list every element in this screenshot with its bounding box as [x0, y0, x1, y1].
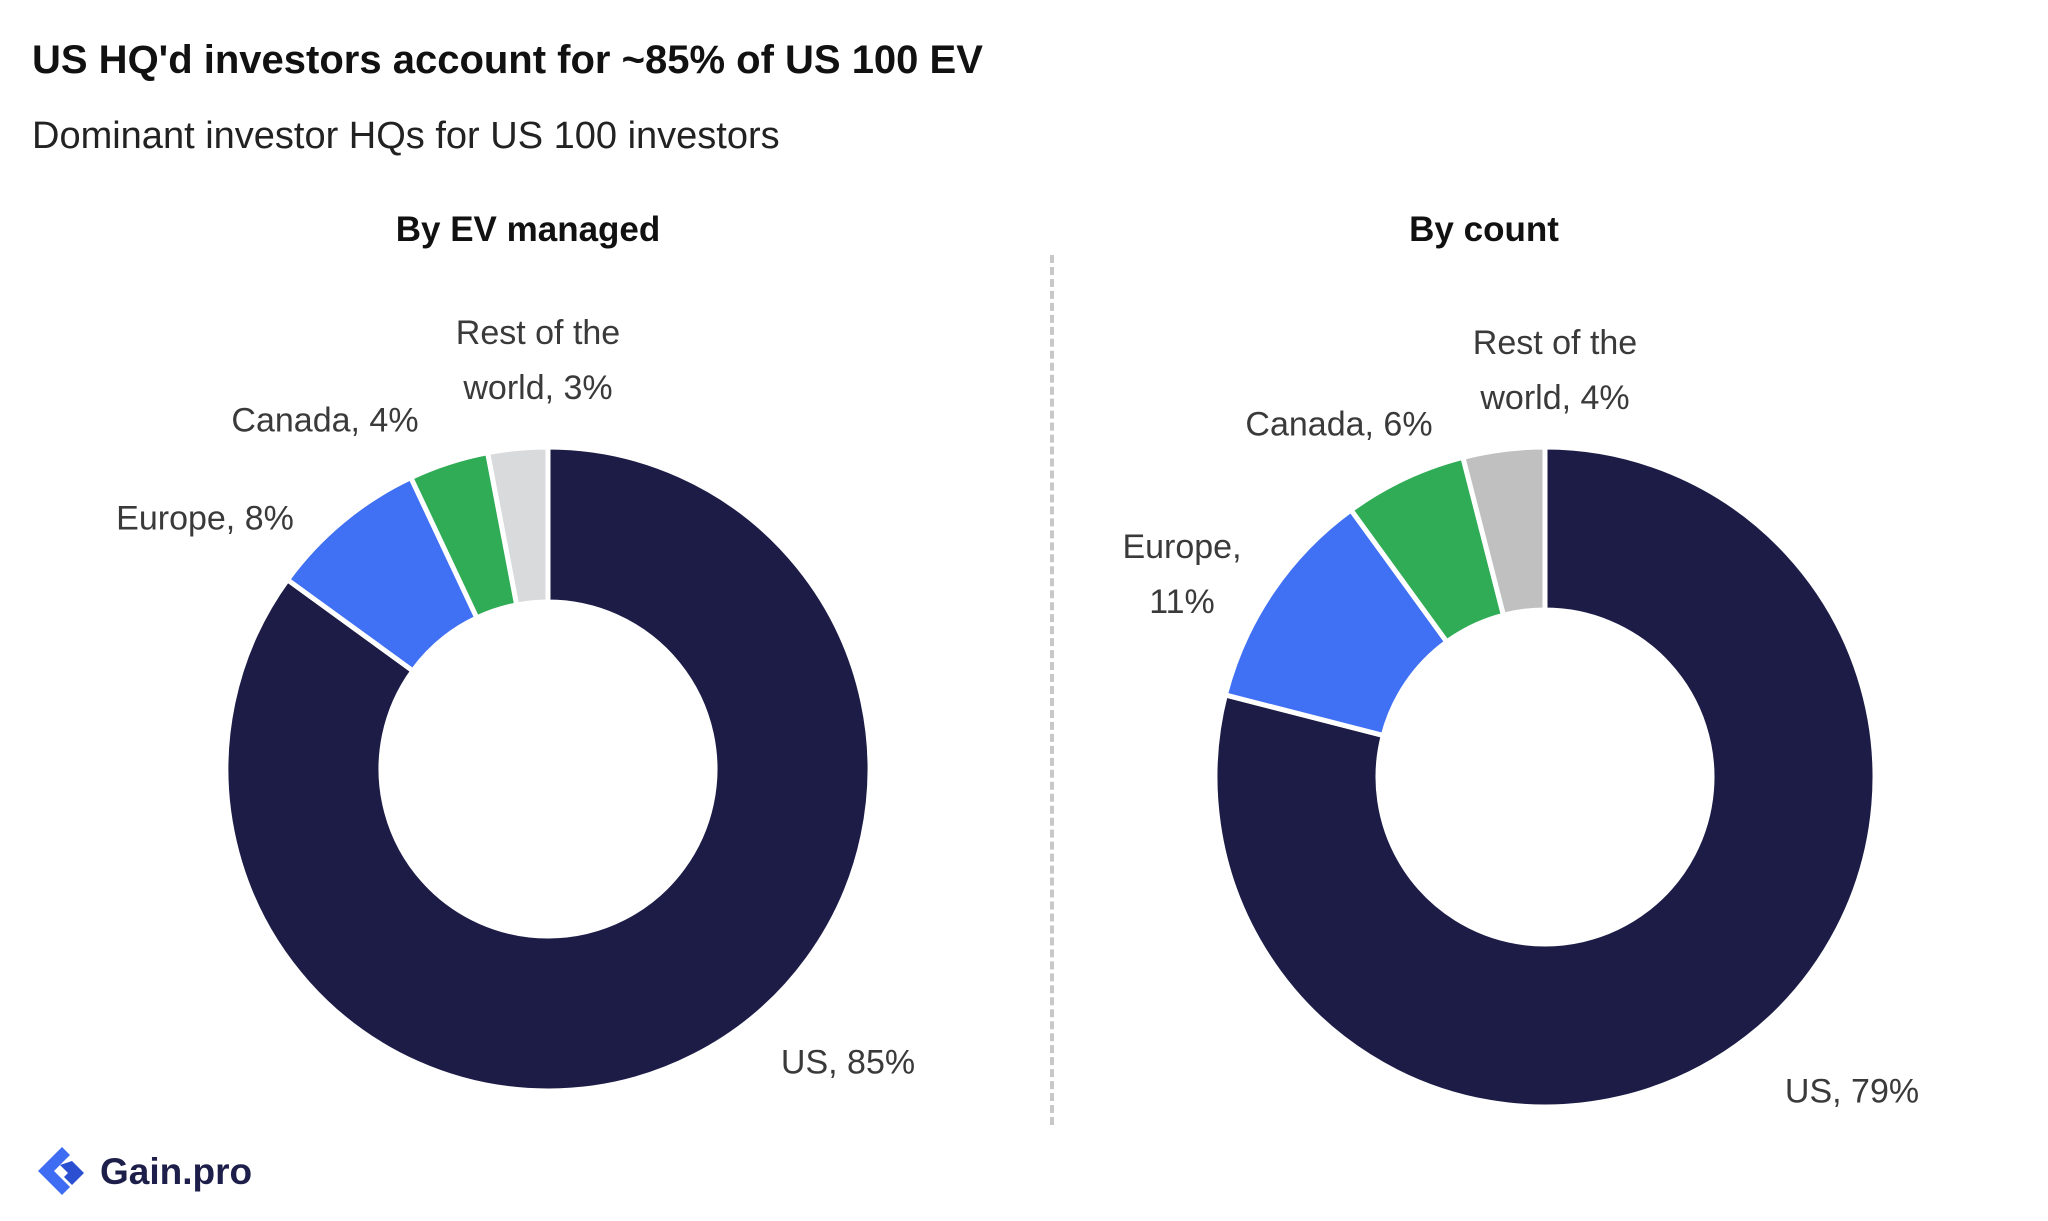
- slice-label-line: Europe,: [1122, 528, 1242, 566]
- gain-logo-icon: [38, 1147, 84, 1195]
- slice-us: [223, 444, 873, 1094]
- slice-label-line: world, 4%: [1480, 379, 1630, 417]
- slice-label-canada: Canada, 6%: [1245, 398, 1432, 453]
- slice-label-europe: Europe, 11%: [1122, 520, 1241, 630]
- chart-subtitle: Dominant investor HQs for US 100 investo…: [32, 115, 780, 157]
- panel-divider: [1050, 255, 1054, 1125]
- slice-label-line: US, 85%: [780, 1043, 916, 1082]
- slice-label-line: world, 3%: [463, 369, 613, 407]
- slice-label-line: Rest of the: [455, 314, 621, 352]
- panel-title-ev: By EV managed: [395, 210, 661, 249]
- slice-label-canada: Canada, 4%: [231, 394, 418, 449]
- slice-label-rest-of-the-world: Rest of the world, 4%: [1473, 316, 1637, 426]
- slice-rest-of-the-world: [484, 444, 551, 608]
- slice-label-line: 11%: [1149, 583, 1215, 621]
- slice-label-rest-of-the-world: Rest of the world, 3%: [456, 306, 620, 416]
- slice-label-line: Rest of the: [1472, 324, 1638, 362]
- slice-label-us: US, 79%: [1785, 1065, 1919, 1120]
- slice-label-line: US, 79%: [1784, 1072, 1920, 1111]
- chart-title: US HQ'd investors account for ~85% of US…: [32, 38, 983, 82]
- slice-label-line: Canada, 4%: [231, 401, 419, 440]
- brand-logo[interactable]: Gain.pro: [32, 1143, 252, 1201]
- brand-name: Gain.pro: [100, 1151, 253, 1192]
- slice-rest-of-the-world: [1459, 444, 1548, 619]
- slice-label-line: Canada, 6%: [1245, 405, 1433, 444]
- slice-us: [1212, 444, 1878, 1110]
- slice-label-us: US, 85%: [781, 1036, 915, 1091]
- slice-label-line: Europe, 8%: [116, 499, 294, 538]
- slice-label-europe: Europe, 8%: [116, 492, 294, 547]
- panel-title-count: By count: [1409, 210, 1559, 249]
